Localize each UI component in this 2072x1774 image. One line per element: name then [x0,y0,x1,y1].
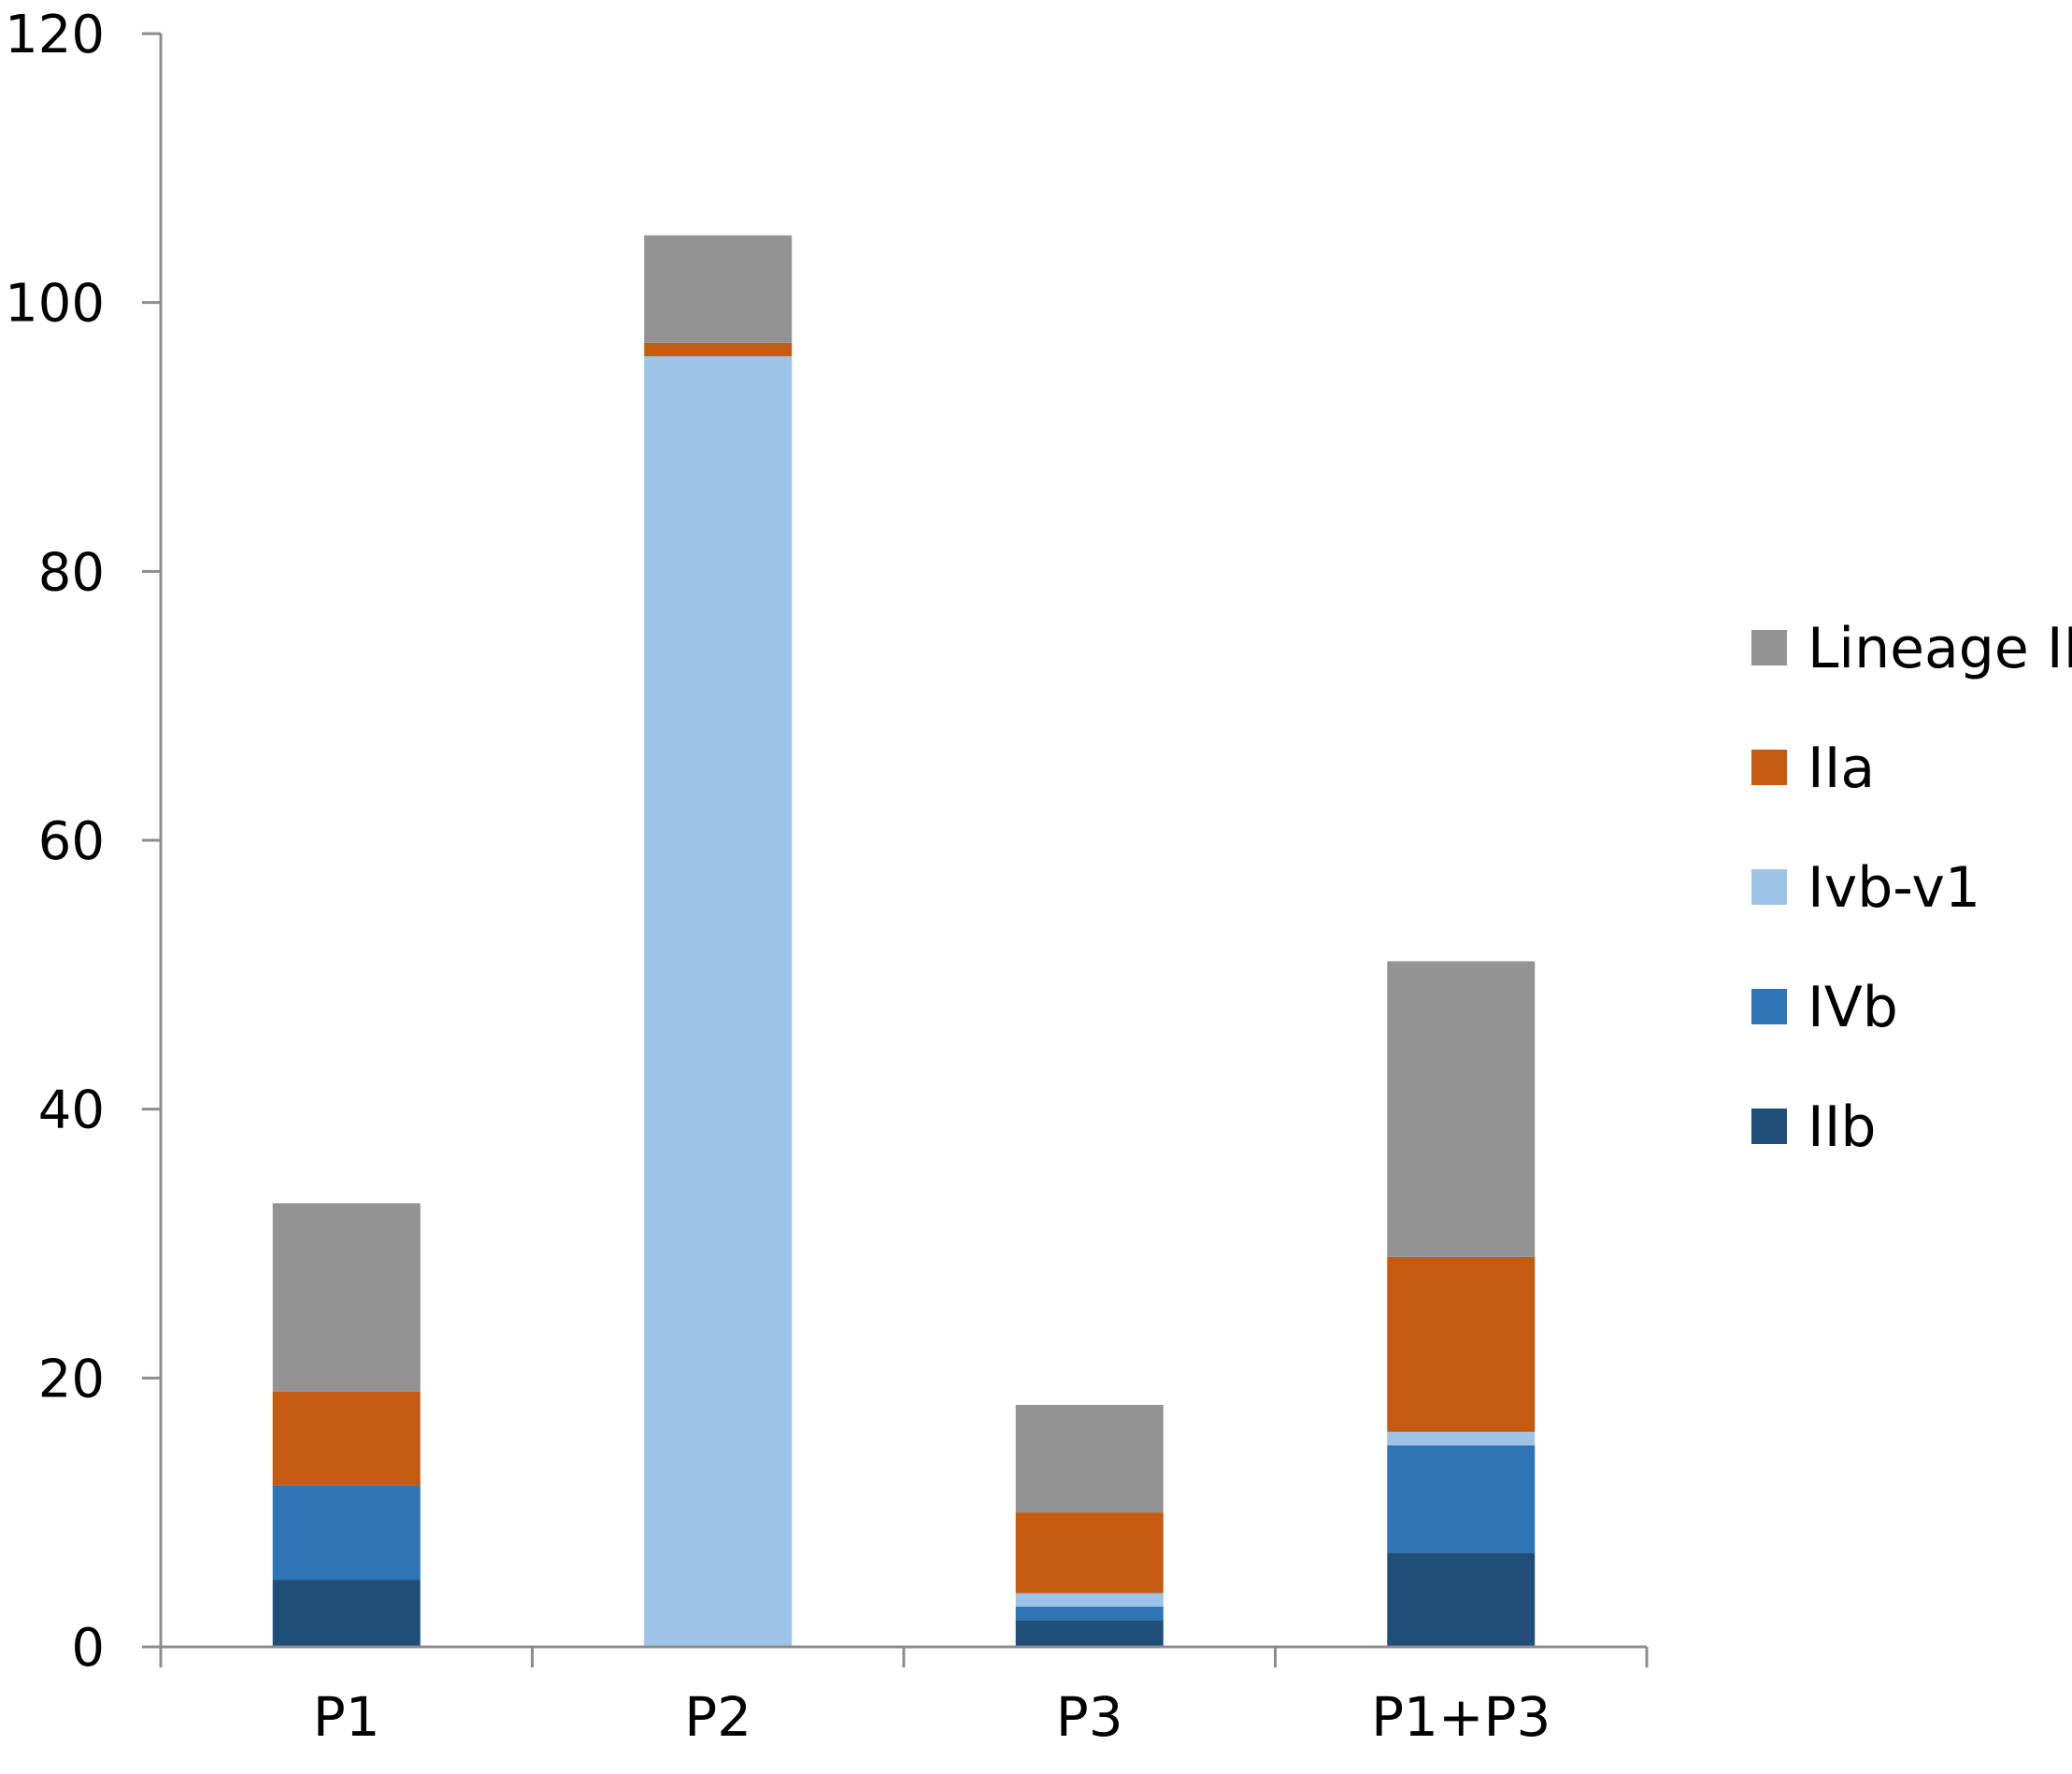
bar-segment-p3-iia [1015,1512,1164,1594]
legend-label-iib: IIb [1808,1094,1876,1160]
bar-segment-p1-p3-ivb [1387,1445,1536,1553]
bar-segment-p1-ivb [272,1485,421,1581]
x-tick-label: P3 [1056,1685,1123,1749]
bar-segment-p3-lineage-iii [1015,1405,1164,1513]
bar-segment-p2-ivb-v1 [644,356,793,1648]
legend-swatch-ivb-v1 [1751,869,1787,905]
bar-segment-p3-ivb-v1 [1015,1593,1164,1607]
bar-segment-p3-ivb [1015,1606,1164,1621]
bar-segment-p1-iib [272,1580,421,1647]
y-tick-label: 20 [38,1349,105,1409]
y-tick-label: 120 [5,5,105,65]
legend-swatch-iia [1751,750,1787,785]
y-tick-label: 40 [38,1080,105,1141]
bar-segment-p2-lineage-iii [644,235,793,343]
axes-group: P1 P2 P3 P1+P3 0 20 40 60 80 100 120 [5,5,1649,1749]
bar-segment-p1-lineage-iii [272,1203,421,1392]
legend-label-lineage-iii: Lineage III [1808,616,2072,681]
legend: Lineage III IIa Ivb-v1 IVb IIb [1751,616,2072,1160]
legend-swatch-lineage-iii [1751,630,1787,665]
bar-segment-p1-iia [272,1391,421,1486]
bars-group [272,235,1536,1648]
y-tick-label: 100 [5,274,105,335]
legend-swatch-iib [1751,1109,1787,1144]
x-tick-label: P2 [684,1685,751,1749]
bar-segment-p1-p3-iib [1387,1552,1536,1647]
bar-segment-p3-iib [1015,1620,1164,1647]
bar-segment-p1-p3-ivb-v1 [1387,1431,1536,1446]
y-tick-label: 80 [38,542,105,603]
x-tick-label: P1 [313,1685,380,1749]
bar-segment-p1-p3-iia [1387,1256,1536,1432]
legend-label-ivb-v1: Ivb-v1 [1808,855,1980,921]
y-tick-label: 60 [38,811,105,872]
y-tick-label: 0 [71,1618,105,1679]
x-tick-label: P1+P3 [1371,1685,1550,1749]
bar-segment-p2-iia [644,342,793,357]
legend-label-iia: IIa [1808,736,1875,801]
legend-label-ivb: IVb [1808,975,1898,1040]
bar-segment-p1-p3-lineage-iii [1387,961,1536,1257]
legend-swatch-ivb [1751,989,1787,1024]
